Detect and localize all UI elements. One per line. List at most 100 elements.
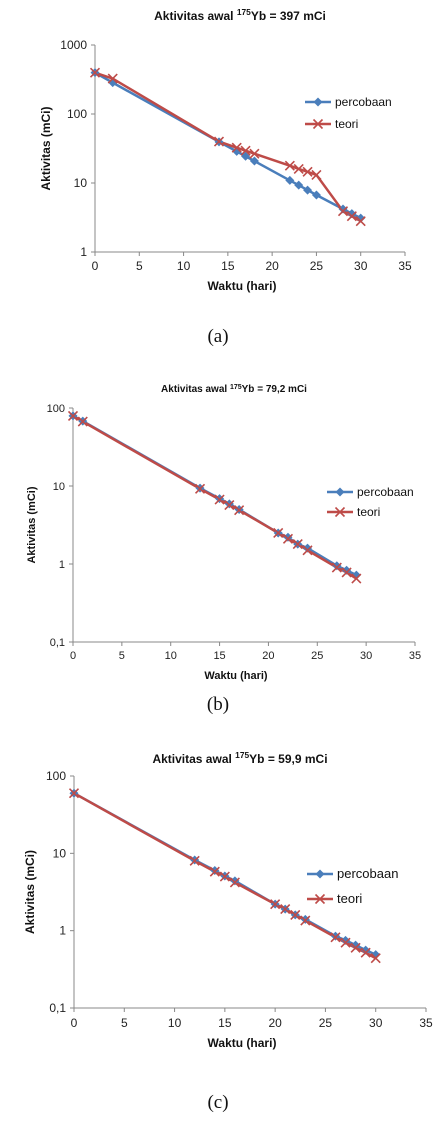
data-point-teori [360,947,371,958]
y-axis-title: Aktivitas (mCi) [23,850,37,934]
data-point-teori [331,562,342,573]
x-tick-label: 15 [221,259,235,273]
data-point-percobaan [303,543,313,553]
data-point-teori [194,483,206,494]
x-tick-label: 20 [262,650,274,662]
caption-a: (a) [207,326,229,347]
x-tick-label: 10 [165,650,177,662]
data-point-teori [219,871,230,882]
x-tick-label: 20 [265,259,279,273]
x-tick-label: 0 [70,650,76,662]
data-point-teori [67,410,79,421]
legend-marker-percobaan [335,487,345,497]
data-point-teori [370,953,381,964]
chart-title: Aktivitas awal 175Yb = 397 mCi [154,7,326,23]
data-point-teori [346,211,357,222]
x-tick-label: 20 [268,1016,282,1030]
data-point-teori [290,909,301,920]
data-point-teori [337,206,349,217]
data-point-percobaan [332,561,342,571]
legend-marker-percobaan [315,869,325,879]
caption-c: (c) [207,1092,229,1113]
data-point-percobaan [283,532,293,542]
data-point-teori [107,73,118,84]
y-tick-label: 1 [80,245,87,259]
data-point-percobaan [330,931,340,941]
legend-label-teori: teori [335,117,358,131]
legend-label-percobaan: percobaan [337,866,398,881]
x-tick-label: 10 [168,1016,182,1030]
data-point-teori [213,136,225,147]
y-axis-title: Aktivitas (mCi) [39,106,53,190]
y-tick-label: 100 [46,769,66,783]
data-point-teori [293,163,304,174]
data-point-percobaan [342,565,352,575]
data-point-teori [330,932,341,943]
legend-marker-teori [312,118,324,130]
chart-title: Aktivitas awal 175Yb = 79,2 mCi [161,384,307,396]
chart-c: Aktivitas awal 175Yb = 59,9 mCi 0,1 1 10 100… [23,750,433,1050]
caption-b: (b) [206,694,230,715]
y-tick-label: 0,1 [49,1001,66,1015]
x-tick-label: 15 [213,650,225,662]
y-tick-label: 100 [47,403,65,415]
data-point-percobaan [341,935,351,945]
chart-title: Aktivitas awal 175Yb = 59,9 mCi [152,750,327,766]
data-point-teori [280,904,291,915]
data-point-teori [302,166,313,177]
data-point-teori [89,67,101,78]
x-tick-label: 15 [218,1016,232,1030]
data-point-teori [355,216,366,227]
data-point-percobaan [351,940,361,950]
x-tick-label: 5 [136,259,143,273]
x-tick-label: 25 [310,259,324,273]
data-point-teori [270,899,281,910]
data-point-teori [209,866,220,877]
x-tick-label: 35 [398,259,412,273]
y-tick-label: 100 [67,107,87,121]
data-point-percobaan [210,865,220,875]
legend-label-teori: teori [337,891,362,906]
data-point-percobaan [230,876,240,886]
x-tick-label: 30 [360,650,372,662]
data-point-teori [340,937,351,948]
y-tick-label: 10 [74,176,88,190]
data-point-teori [234,505,245,516]
legend-marker-teori [334,506,346,518]
data-point-percobaan [356,213,366,223]
legend-marker-teori [314,893,326,905]
data-point-teori [249,148,260,159]
x-tick-label: 35 [419,1016,433,1030]
data-point-teori [68,788,80,799]
x-tick-label: 5 [121,1016,128,1030]
data-point-percobaan [303,185,313,195]
data-point-percobaan [249,156,259,166]
x-tick-label: 30 [354,259,368,273]
chart-a: Aktivitas awal 175Yb = 397 mCi 1 10 100 1000… [39,7,412,293]
legend-label-percobaan: percobaan [357,485,414,499]
data-point-percobaan [338,204,348,214]
x-tick-label: 30 [369,1016,383,1030]
legend-label-percobaan: percobaan [335,95,392,109]
data-point-teori [284,160,295,171]
data-point-teori [292,539,303,550]
y-axis-title: Aktivitas (mCi) [26,486,38,563]
chart-panel-b: Aktivitas awal 175Yb = 79,2 mCi 0,1 1 10 100… [0,378,436,746]
data-point-teori [214,494,225,505]
x-axis-title: Waktu (hari) [208,279,277,293]
data-point-percobaan [300,914,310,924]
data-point-teori [273,527,284,539]
y-tick-label: 1000 [60,38,87,52]
x-tick-label: 25 [319,1016,333,1030]
y-tick-label: 1 [59,559,65,571]
data-point-teori [77,416,88,427]
legend-marker-percobaan [313,97,323,107]
data-point-teori [224,499,235,511]
x-tick-label: 5 [119,650,125,662]
data-point-teori [189,855,200,866]
chart-panel-a: Aktivitas awal 175Yb = 397 mCi 1 10 100 1000… [0,0,436,378]
x-tick-label: 0 [71,1016,78,1030]
y-tick-label: 1 [59,924,66,938]
data-point-percobaan [285,175,295,185]
x-tick-label: 25 [311,650,323,662]
